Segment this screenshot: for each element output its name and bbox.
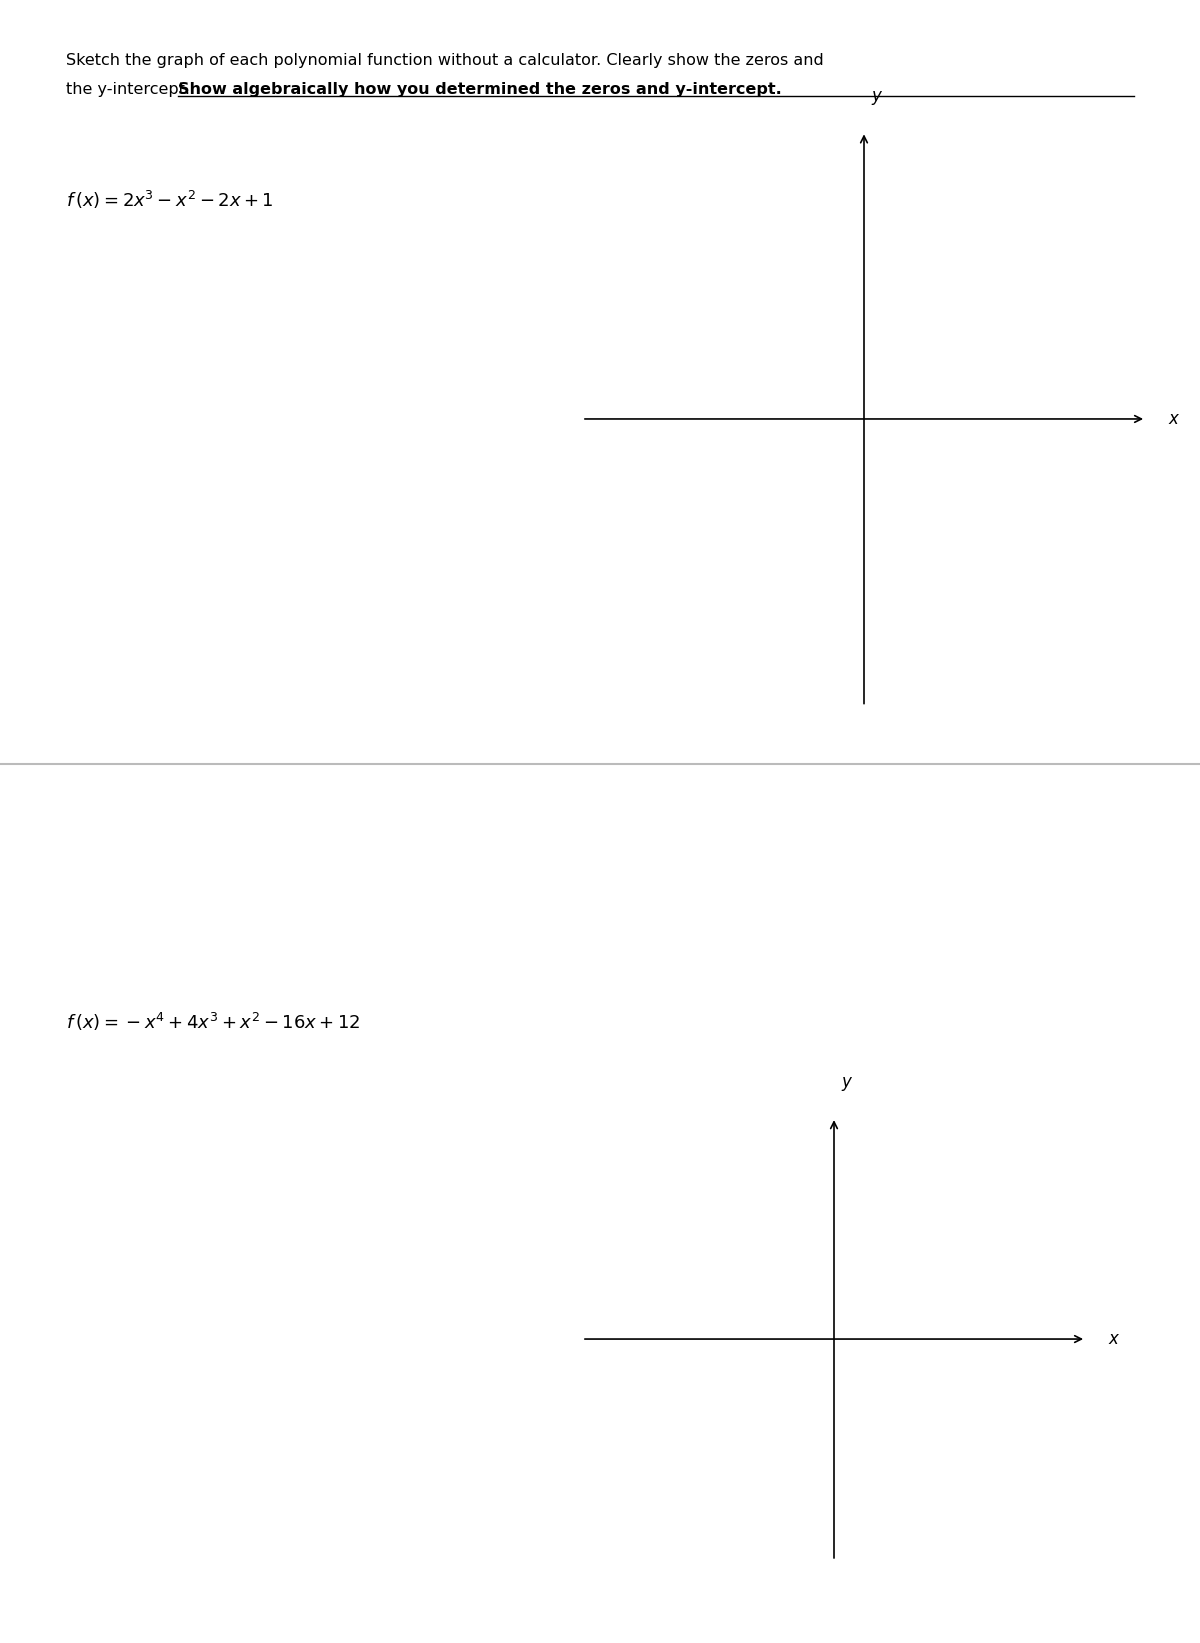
Text: the y-intercept.: the y-intercept. [66,82,196,97]
Text: $x$: $x$ [1168,411,1180,427]
Text: $y$: $y$ [841,1075,853,1093]
Text: $f\,(x) = -x^4 + 4x^3 + x^2 - 16x + 12$: $f\,(x) = -x^4 + 4x^3 + x^2 - 16x + 12$ [66,1010,361,1032]
Text: $x$: $x$ [1108,1331,1120,1347]
Text: Sketch the graph of each polynomial function without a calculator. Clearly show : Sketch the graph of each polynomial func… [66,53,823,67]
Text: $y$: $y$ [871,89,883,107]
Text: Show algebraically how you determined the zeros and y-intercept.: Show algebraically how you determined th… [178,82,781,97]
Text: $f\,(x) = 2x^3 - x^2 - 2x + 1$: $f\,(x) = 2x^3 - x^2 - 2x + 1$ [66,189,274,210]
